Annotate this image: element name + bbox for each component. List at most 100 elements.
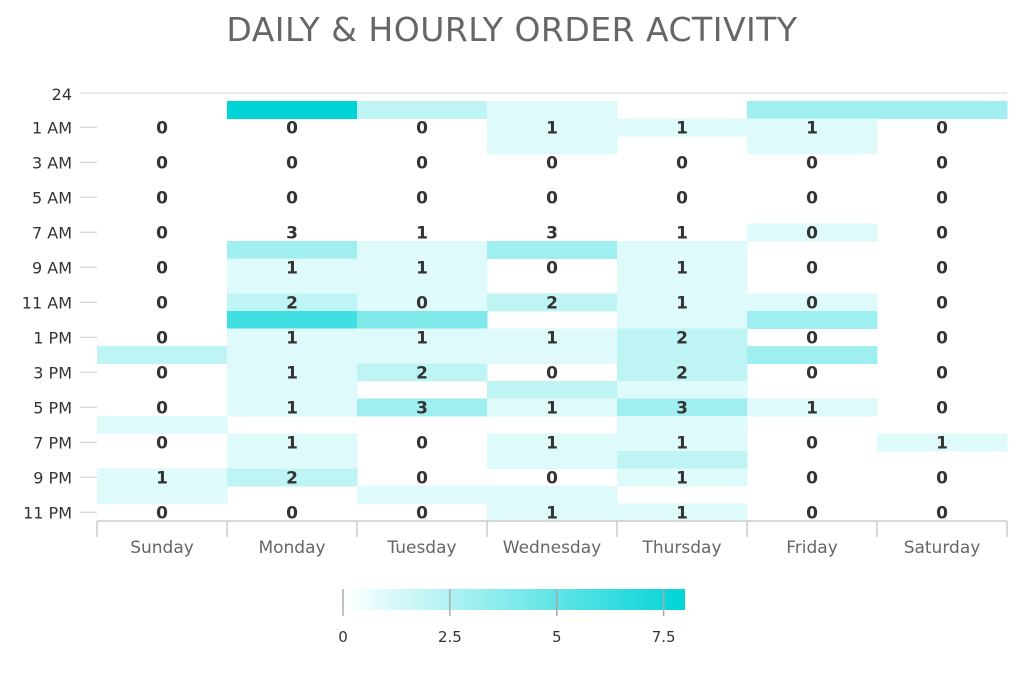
cell-value-label: 0 (156, 398, 168, 418)
cell-value-label: 0 (936, 223, 948, 243)
heatmap-cell (357, 311, 488, 329)
cell-value-label: 1 (676, 118, 688, 138)
heatmap-cell (357, 258, 488, 277)
y-tick-label: 11 PM (23, 503, 72, 522)
heatmap-cell (487, 241, 618, 259)
colorbar-tick-label: 2.5 (438, 628, 462, 646)
cell-value-label: 0 (806, 363, 818, 383)
cell-value-label: 0 (936, 153, 948, 173)
cell-value-label: 1 (676, 468, 688, 488)
heatmap-cell (617, 451, 748, 469)
y-tick-label: 3 AM (32, 153, 72, 172)
colorbar-tick-label: 0 (338, 628, 348, 646)
x-tick-label: Tuesday (386, 538, 456, 558)
cell-value-label: 3 (286, 223, 298, 243)
cell-value-label: 0 (546, 468, 558, 488)
y-tick-label: 5 AM (32, 188, 72, 207)
x-tick-label: Friday (786, 538, 838, 558)
heatmap-cell (617, 363, 748, 382)
cell-value-label: 0 (416, 188, 428, 208)
cell-value-label: 3 (416, 398, 428, 418)
heatmap-cell (357, 486, 488, 504)
heatmap-cell (617, 328, 748, 347)
cell-value-label: 0 (416, 153, 428, 173)
cell-value-label: 1 (676, 293, 688, 313)
cell-value-label: 1 (156, 468, 168, 488)
cell-value-label: 0 (936, 118, 948, 138)
heatmap-cell (877, 101, 1008, 119)
cell-value-label: 1 (546, 433, 558, 453)
heatmap-cell (97, 416, 228, 434)
cell-value-label: 3 (676, 398, 688, 418)
heatmap-cell (227, 398, 358, 417)
cell-value-label: 1 (676, 258, 688, 278)
cell-value-label: 0 (936, 468, 948, 488)
heatmap-cell (747, 311, 878, 329)
cell-value-label: 0 (156, 188, 168, 208)
cell-value-label: 0 (286, 188, 298, 208)
y-tick-label: 7 PM (33, 433, 72, 452)
heatmap-cell (617, 276, 748, 294)
heatmap-cell (877, 433, 1008, 452)
cell-value-label: 0 (546, 153, 558, 173)
cell-value-label: 2 (676, 363, 688, 383)
heatmap-cell (487, 486, 618, 504)
heatmap-cell (227, 451, 358, 469)
chart-title: DAILY & HOURLY ORDER ACTIVITY (226, 10, 798, 49)
heatmap-cell (97, 346, 228, 364)
heatmap-cell (747, 223, 878, 242)
cell-value-label: 0 (936, 503, 948, 523)
heatmap-cell (227, 433, 358, 452)
y-tick-label: 7 AM (32, 223, 72, 242)
cell-value-label: 0 (936, 188, 948, 208)
heatmap-cell (617, 241, 748, 259)
colorbar-tick-label: 7.5 (652, 628, 676, 646)
heatmap-cell (747, 398, 878, 417)
cell-value-label: 0 (156, 293, 168, 313)
cell-value-label: 1 (546, 118, 558, 138)
cell-value-label: 0 (936, 258, 948, 278)
cell-value-label: 1 (676, 223, 688, 243)
cell-value-label: 0 (676, 153, 688, 173)
cell-value-label: 0 (936, 293, 948, 313)
cell-value-label: 1 (286, 398, 298, 418)
heatmap-cell (487, 451, 618, 469)
cell-value-label: 0 (286, 153, 298, 173)
heatmap-cell (357, 398, 488, 417)
cell-value-label: 1 (416, 258, 428, 278)
heatmap-cell (617, 311, 748, 329)
heatmap-cell (617, 346, 748, 364)
heatmap-cell (227, 328, 358, 347)
cell-value-label: 1 (936, 433, 948, 453)
cell-value-label: 0 (936, 363, 948, 383)
heatmap-cell (617, 381, 748, 399)
heatmap-cell (227, 468, 358, 487)
x-tick-label: Monday (258, 538, 325, 558)
cell-value-label: 0 (416, 433, 428, 453)
cell-value-label: 0 (546, 363, 558, 383)
cell-value-label: 3 (546, 223, 558, 243)
heatmap-cell (227, 101, 358, 119)
cell-value-label: 0 (156, 223, 168, 243)
heatmap-cell (487, 433, 618, 452)
cell-value-labels: 0 0 0 1 1 1 0 0 0 0 0 0 0 0 0 0 0 0 0 0 0 0 3 1 3 1 0 0 0 1 1 0 1 0 0 0 2 0 2 1… (156, 118, 948, 523)
cell-value-label: 0 (156, 118, 168, 138)
heatmap-cell (97, 486, 228, 504)
cell-value-label: 0 (806, 153, 818, 173)
cell-value-label: 2 (676, 328, 688, 348)
y-tick-label: 9 AM (32, 258, 72, 277)
heatmap-cell (227, 363, 358, 382)
heatmap-cell (617, 503, 748, 522)
heatmap-cell (357, 363, 488, 382)
heatmap-cell (227, 381, 358, 399)
heatmap-cell (487, 328, 618, 347)
heatmap-cell (357, 346, 488, 364)
y-tick-label: 9 PM (33, 468, 72, 487)
heatmap-cell (227, 311, 358, 329)
heatmap-cell (357, 241, 488, 259)
cell-value-label: 0 (416, 118, 428, 138)
cell-value-label: 0 (546, 258, 558, 278)
heatmap-cell (747, 136, 878, 154)
cell-value-label: 2 (286, 468, 298, 488)
